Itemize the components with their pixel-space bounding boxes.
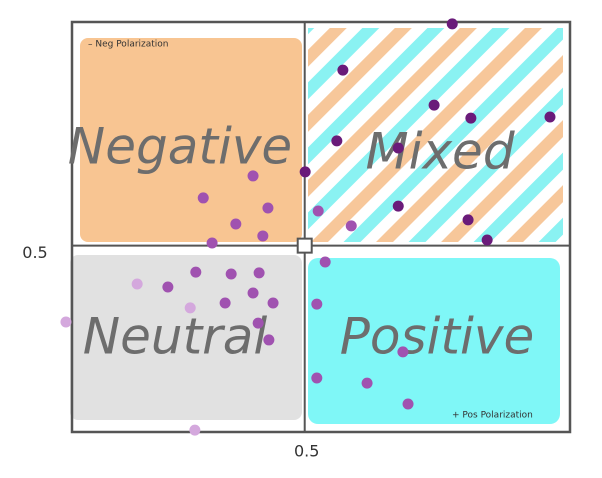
frame — [70, 20, 572, 434]
data-point — [206, 237, 218, 249]
y-tick-label: 0.5 — [22, 243, 47, 262]
data-point — [299, 166, 311, 178]
data-point — [337, 64, 349, 76]
negative-region — [80, 38, 302, 242]
annotation: + Pos Polarization — [452, 411, 533, 421]
data-point — [247, 170, 259, 182]
data-point — [481, 234, 493, 246]
data-point — [197, 192, 209, 204]
quadrant-label: Neutral — [83, 308, 268, 366]
data-point — [345, 220, 357, 232]
data-point — [361, 377, 373, 389]
data-point — [428, 99, 440, 111]
quadrant-label: Mixed — [365, 123, 514, 181]
data-point — [219, 297, 231, 309]
data-point — [184, 302, 196, 314]
data-point — [257, 230, 269, 242]
data-point — [60, 316, 72, 328]
data-point — [252, 317, 264, 329]
quadrant-label: Negative — [68, 118, 292, 176]
data-point — [544, 111, 556, 123]
center-marker — [296, 237, 313, 254]
quadrant-label: Positive — [340, 308, 535, 366]
neutral-region — [70, 255, 302, 420]
data-point — [311, 372, 323, 384]
data-point — [397, 346, 409, 358]
x-tick-label: 0.5 — [294, 442, 319, 461]
data-point — [162, 281, 174, 293]
data-point — [131, 278, 143, 290]
data-point — [263, 334, 275, 346]
data-point — [253, 267, 265, 279]
mixed-region — [308, 28, 563, 242]
data-point — [312, 205, 324, 217]
data-point — [446, 18, 458, 30]
data-point — [319, 256, 331, 268]
data-point — [230, 218, 242, 230]
data-point — [462, 214, 474, 226]
data-point — [267, 297, 279, 309]
data-point — [392, 142, 404, 154]
data-point — [311, 298, 323, 310]
data-point — [189, 424, 201, 436]
data-point — [402, 398, 414, 410]
data-point — [465, 112, 477, 124]
data-point — [331, 135, 343, 147]
data-point — [247, 287, 259, 299]
data-point — [392, 200, 404, 212]
quadrants — [70, 28, 563, 424]
annotation: – Neg Polarization — [88, 40, 169, 50]
data-point — [262, 202, 274, 214]
data-point — [190, 266, 202, 278]
data-point — [225, 268, 237, 280]
